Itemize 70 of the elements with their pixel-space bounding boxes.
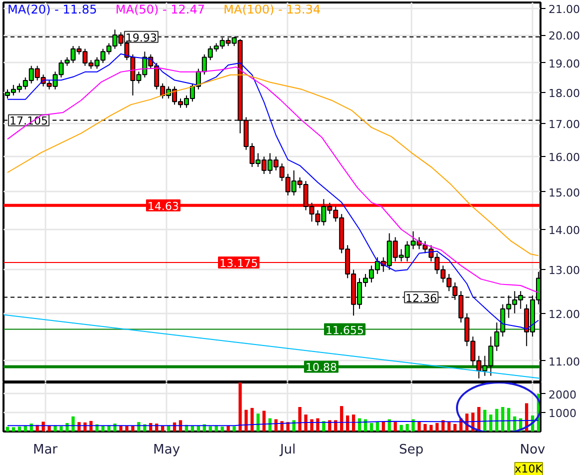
ref-line-label: 10.88 <box>306 361 337 374</box>
y-tick-label: 13.00 <box>548 264 580 278</box>
x-tick-label: Mar <box>33 442 58 458</box>
bar <box>489 414 492 432</box>
ref-line-label: 12.36 <box>406 292 437 305</box>
bar <box>196 426 200 432</box>
bar <box>483 410 486 432</box>
bar <box>6 426 10 432</box>
bar <box>501 407 504 432</box>
bar <box>316 418 320 432</box>
bar <box>232 426 236 432</box>
bar <box>453 424 457 432</box>
ref-line-label: 19.93 <box>126 31 157 44</box>
bar <box>226 426 230 432</box>
text: x10K <box>514 462 544 475</box>
y-tick-label: 19.00 <box>548 57 580 70</box>
y-tick-label: 12.00 <box>548 308 580 321</box>
bar <box>250 408 254 432</box>
y-tick-label: 2000 <box>548 388 576 402</box>
y-tick-label: 16.00 <box>548 151 580 164</box>
bar <box>310 419 314 432</box>
bar <box>376 422 379 432</box>
bar <box>101 426 105 432</box>
bar <box>394 422 397 432</box>
bar <box>220 426 224 432</box>
bar <box>12 427 16 432</box>
y-tick-label: 21.00 <box>548 2 580 16</box>
bar <box>418 421 421 432</box>
x-tick-label: Nov <box>520 442 546 458</box>
y-tick-label: 18.00 <box>548 86 580 100</box>
bar <box>507 408 510 432</box>
bar <box>340 406 344 432</box>
bar <box>48 426 51 432</box>
x-tick-label: May <box>153 442 180 458</box>
bar <box>435 423 439 432</box>
x-tick-label: Jul <box>279 442 296 458</box>
bar <box>322 421 326 432</box>
y-tick-label: 1000 <box>548 407 576 420</box>
text: MA(50) - 12.47 <box>116 2 206 16</box>
bar <box>208 426 212 432</box>
bar <box>125 426 128 432</box>
bar <box>406 424 409 432</box>
x-tick-label: Sep <box>398 442 424 458</box>
bar <box>370 423 374 432</box>
y-tick-label: 17.00 <box>548 118 580 132</box>
ref-line-label: 13.175 <box>220 256 258 270</box>
y-tick-label: 11.00 <box>548 355 580 368</box>
text: MA(100) - 13.34 <box>224 2 321 16</box>
bar <box>447 422 451 432</box>
y-tick-label: 20.00 <box>548 30 580 43</box>
bar <box>42 422 45 432</box>
ref-line-label: 14.63 <box>148 200 179 213</box>
bar <box>424 424 427 432</box>
bar <box>400 424 403 432</box>
bar <box>24 426 27 432</box>
bar <box>304 414 308 432</box>
y-tick-label: 15.00 <box>548 186 580 200</box>
bar <box>412 419 415 432</box>
y-tick-label: 14.00 <box>548 224 580 237</box>
bar <box>131 425 134 432</box>
bar <box>495 408 498 432</box>
bar <box>298 407 302 432</box>
bar <box>18 426 21 432</box>
bar <box>161 426 164 432</box>
bar <box>60 426 63 432</box>
bar <box>430 424 433 432</box>
text: MA(20) - 11.85 <box>8 2 98 16</box>
ref-line-label: 11.655 <box>326 324 364 337</box>
bar <box>328 420 332 432</box>
bar <box>238 382 242 432</box>
